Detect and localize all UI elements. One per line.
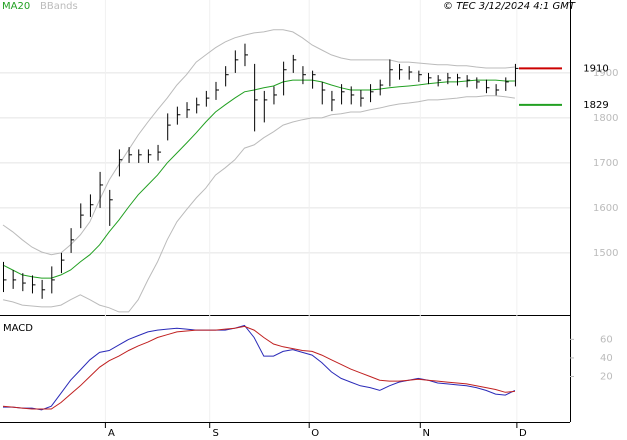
indicator-line <box>2 95 515 313</box>
copyright: © TEC 3/12/2024 4:1 GMT <box>443 1 576 12</box>
x-tick-label: N <box>423 428 430 439</box>
last-value-label: 1829 <box>583 100 608 111</box>
y-tick-label: 1800 <box>593 113 618 124</box>
last-value-label: 1910 <box>583 63 608 74</box>
y-tick-label: 1700 <box>593 158 618 169</box>
y-tick-label: 60 <box>600 334 613 345</box>
x-tick-label: O <box>311 428 319 439</box>
x-tick-label: D <box>519 428 527 439</box>
y-tick-label: 1500 <box>593 248 618 259</box>
x-tick-label: S <box>213 428 219 439</box>
macd-line <box>2 325 515 410</box>
y-tick-label: 1600 <box>593 203 618 214</box>
macd-title: MACD <box>3 323 33 334</box>
y-tick-label: 20 <box>600 372 613 383</box>
legend-bbands: BBands <box>40 1 78 12</box>
indicator-line <box>2 79 515 279</box>
indicator-line <box>2 29 515 256</box>
y-tick-label: 1900 <box>593 68 618 79</box>
legend-ma: MA20 <box>2 1 30 12</box>
y-tick-label: 40 <box>600 353 613 364</box>
x-tick-label: A <box>108 428 115 439</box>
